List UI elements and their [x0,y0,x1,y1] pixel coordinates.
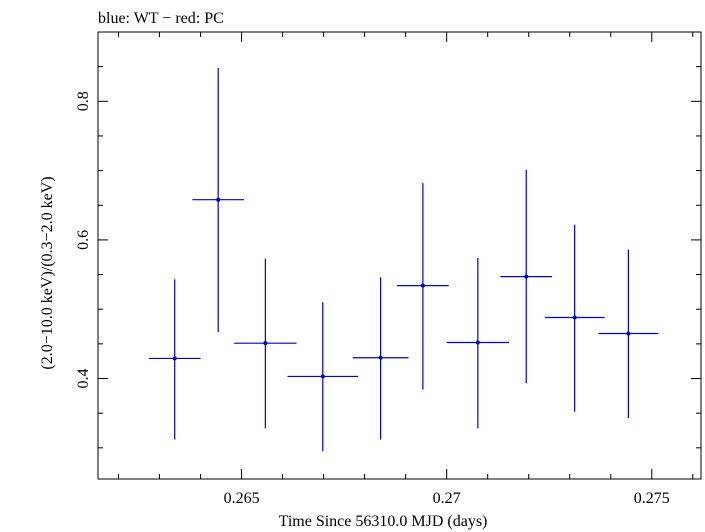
y-tick-label: 0.6 [75,230,92,250]
axis-tick-labels: 0.265 0.27 0.275 0.4 0.6 0.8 [75,91,670,507]
data-point [148,279,201,440]
data-marker [626,331,631,336]
data-series [148,68,659,452]
y-axis-label: (2.0−10.0 keV)/(0.3−2.0 keV) [39,176,56,369]
x-tick-label: 0.275 [634,490,670,507]
data-point [192,68,245,333]
y-tick-label: 0.4 [75,369,92,389]
data-point [446,257,510,429]
data-point [352,277,409,440]
data-point [397,183,449,390]
data-marker [216,197,221,202]
data-marker [263,341,268,346]
data-marker [320,374,325,379]
data-marker [572,315,577,320]
axis-ticks [98,31,701,479]
data-marker [420,283,425,288]
data-point [500,169,553,384]
data-point [287,302,359,452]
data-point [598,249,659,419]
data-marker [378,355,383,360]
data-marker [172,356,177,361]
data-marker [475,340,480,345]
data-point [544,224,605,412]
x-axis-label: Time Since 56310.0 MJD (days) [279,513,488,530]
data-point [234,258,297,429]
x-tick-label: 0.265 [224,490,260,507]
data-marker [524,274,529,279]
x-tick-label: 0.27 [433,490,461,507]
plot-frame [97,31,702,480]
y-tick-label: 0.8 [75,91,92,111]
chart-title: blue: WT − red: PC [98,10,224,27]
